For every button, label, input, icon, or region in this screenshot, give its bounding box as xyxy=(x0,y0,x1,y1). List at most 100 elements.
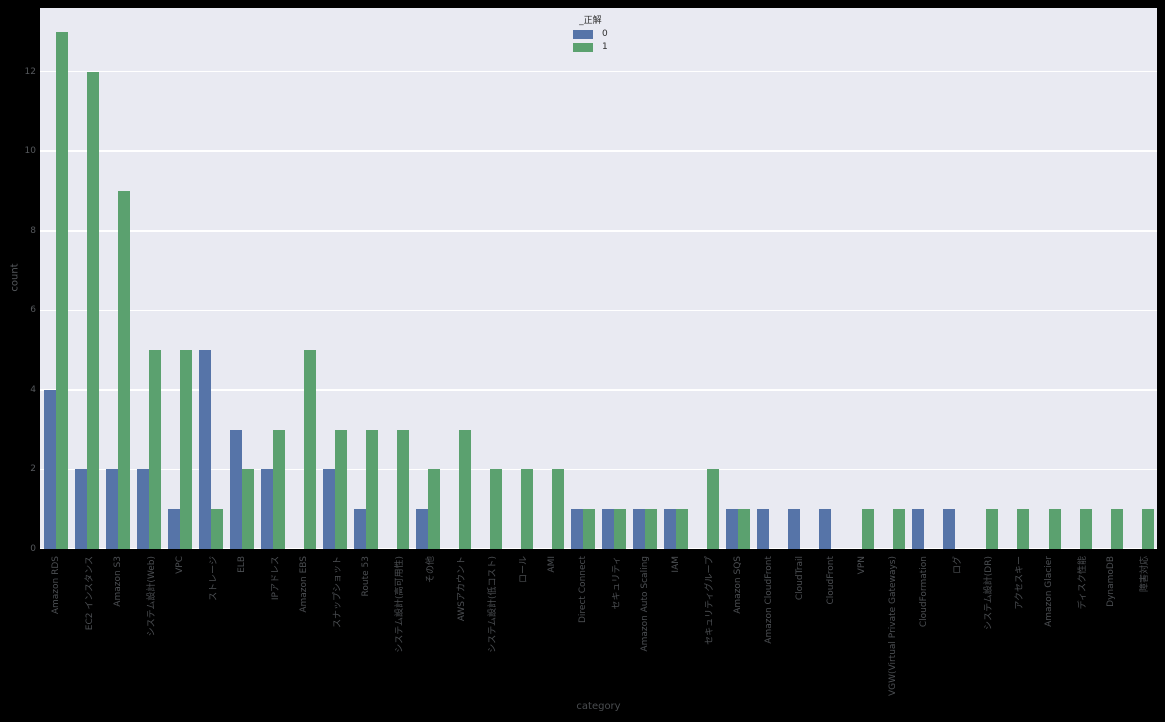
category-column xyxy=(692,8,723,549)
bar-series-0 xyxy=(943,509,956,549)
xtick-cell: CloudTrail xyxy=(785,552,816,714)
bar-series-0 xyxy=(602,509,615,549)
xtick-cell: その他 xyxy=(412,552,443,714)
xtick-label: ログ xyxy=(953,556,964,575)
xtick-label: VGW(Virtual Private Gateways) xyxy=(888,556,899,697)
bar-series-1 xyxy=(86,71,99,549)
xtick-label: セキュリティグループ xyxy=(705,556,716,645)
bar-series-0 xyxy=(788,509,801,549)
bar-series-1 xyxy=(241,469,254,549)
legend-entry: 0 xyxy=(573,29,608,39)
bar-series-0 xyxy=(415,509,428,549)
category-column xyxy=(226,8,257,549)
category-column xyxy=(909,8,940,549)
category-column xyxy=(133,8,164,549)
xtick-cell: IPアドレス xyxy=(257,552,288,714)
xtick-cell: IAM xyxy=(661,552,692,714)
xtick-label: CloudFront xyxy=(826,556,837,605)
bar-series-1 xyxy=(707,469,720,549)
xtick-label: システム設計(Web) xyxy=(146,556,157,637)
xtick-cell: ログ xyxy=(940,552,971,714)
category-column xyxy=(537,8,568,549)
xtick-cell: ELB xyxy=(226,552,257,714)
ytick-label: 4 xyxy=(30,384,36,395)
ytick-label: 6 xyxy=(30,305,36,316)
gridline xyxy=(40,70,1157,73)
category-column xyxy=(1033,8,1064,549)
ytick-label: 8 xyxy=(30,225,36,236)
bar-series-1 xyxy=(55,31,68,549)
xtick-cell: 障害対応 xyxy=(1126,552,1157,714)
category-column xyxy=(599,8,630,549)
xtick-label: VPN xyxy=(857,556,868,575)
category-column xyxy=(971,8,1002,549)
xtick-label: Amazon S3 xyxy=(112,556,123,607)
gridline xyxy=(40,468,1157,471)
xtick-label: Amazon RDS xyxy=(50,556,61,615)
y-axis-label: count xyxy=(9,263,21,292)
category-column xyxy=(505,8,536,549)
xtick-label: IAM xyxy=(671,556,682,573)
xtick-label: Amazon Glacier xyxy=(1043,556,1054,627)
ytick-label: 0 xyxy=(30,544,36,554)
legend-label: 1 xyxy=(602,42,608,52)
category-column xyxy=(71,8,102,549)
bar-series-1 xyxy=(210,509,223,549)
xtick-cell: ロール xyxy=(505,552,536,714)
gridline xyxy=(40,548,1157,549)
category-column xyxy=(40,8,71,549)
xtick-label: AMI xyxy=(547,556,558,573)
category-column xyxy=(568,8,599,549)
bar-series-1 xyxy=(1079,509,1092,549)
legend-swatch-series-0 xyxy=(573,29,593,39)
xtick-cell: Amazon Glacier xyxy=(1033,552,1064,714)
xtick-cell: Amazon SQS xyxy=(723,552,754,714)
category-column xyxy=(630,8,661,549)
bar-series-1 xyxy=(862,509,875,549)
xtick-label: Direct Connect xyxy=(578,556,589,624)
xtick-cell: Direct Connect xyxy=(568,552,599,714)
xtick-cell: VGW(Virtual Private Gateways) xyxy=(878,552,909,714)
x-axis: Amazon RDS EC2 インスタンス Amazon S3 システム設計(Web)… xyxy=(40,552,1157,714)
bar-series-0 xyxy=(229,429,242,549)
bar-series-0 xyxy=(819,509,832,549)
xtick-label: VPC xyxy=(174,556,185,574)
bar-series-1 xyxy=(1017,509,1030,549)
bar-series-1 xyxy=(117,191,130,549)
xtick-cell: アクセスキー xyxy=(1002,552,1033,714)
category-column xyxy=(878,8,909,549)
xtick-cell: Amazon S3 xyxy=(102,552,133,714)
bar-series-1 xyxy=(552,469,565,549)
category-column xyxy=(443,8,474,549)
category-column xyxy=(1064,8,1095,549)
xtick-label: 障害対応 xyxy=(1139,556,1150,593)
category-column xyxy=(381,8,412,549)
xtick-label: ロール xyxy=(518,556,529,584)
bar-series-1 xyxy=(396,429,409,549)
category-column xyxy=(319,8,350,549)
bar-series-1 xyxy=(458,429,471,549)
xtick-label: AWSアカウント xyxy=(456,556,467,622)
xtick-cell: VPN xyxy=(847,552,878,714)
xtick-label: EC2 インスタンス xyxy=(84,556,95,631)
xtick-label: ELB xyxy=(236,556,247,573)
legend-label: 0 xyxy=(602,29,608,39)
bar-series-1 xyxy=(645,509,658,549)
xtick-cell: Amazon Auto Scaling xyxy=(630,552,661,714)
xtick-cell: Route 53 xyxy=(350,552,381,714)
bar-series-1 xyxy=(676,509,689,549)
bar-series-0 xyxy=(912,509,925,549)
legend-swatch-series-1 xyxy=(573,42,593,52)
category-column xyxy=(257,8,288,549)
xtick-label: Amazon EBS xyxy=(298,556,309,613)
xtick-cell: VPC xyxy=(164,552,195,714)
xtick-cell: ディスク性能 xyxy=(1064,552,1095,714)
xtick-label: CloudFormation xyxy=(919,556,930,628)
category-column xyxy=(785,8,816,549)
category-column xyxy=(754,8,785,549)
xtick-cell: Amazon RDS xyxy=(40,552,71,714)
xtick-cell: システム設計(DR) xyxy=(971,552,1002,714)
bar-series-0 xyxy=(726,509,739,549)
bar-series-1 xyxy=(1141,509,1154,549)
bar-series-1 xyxy=(303,350,316,549)
